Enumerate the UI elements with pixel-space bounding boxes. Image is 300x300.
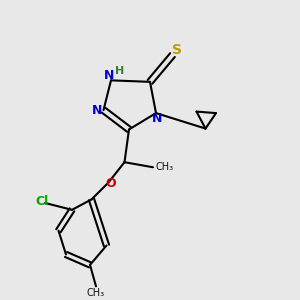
Text: S: S: [172, 43, 182, 57]
Text: N: N: [152, 112, 163, 125]
Text: N: N: [92, 103, 102, 117]
Text: Cl: Cl: [35, 195, 49, 208]
Text: CH₃: CH₃: [155, 162, 173, 172]
Text: CH₃: CH₃: [87, 288, 105, 298]
Text: N: N: [104, 69, 115, 82]
Text: H: H: [115, 66, 124, 76]
Text: O: O: [106, 176, 116, 190]
